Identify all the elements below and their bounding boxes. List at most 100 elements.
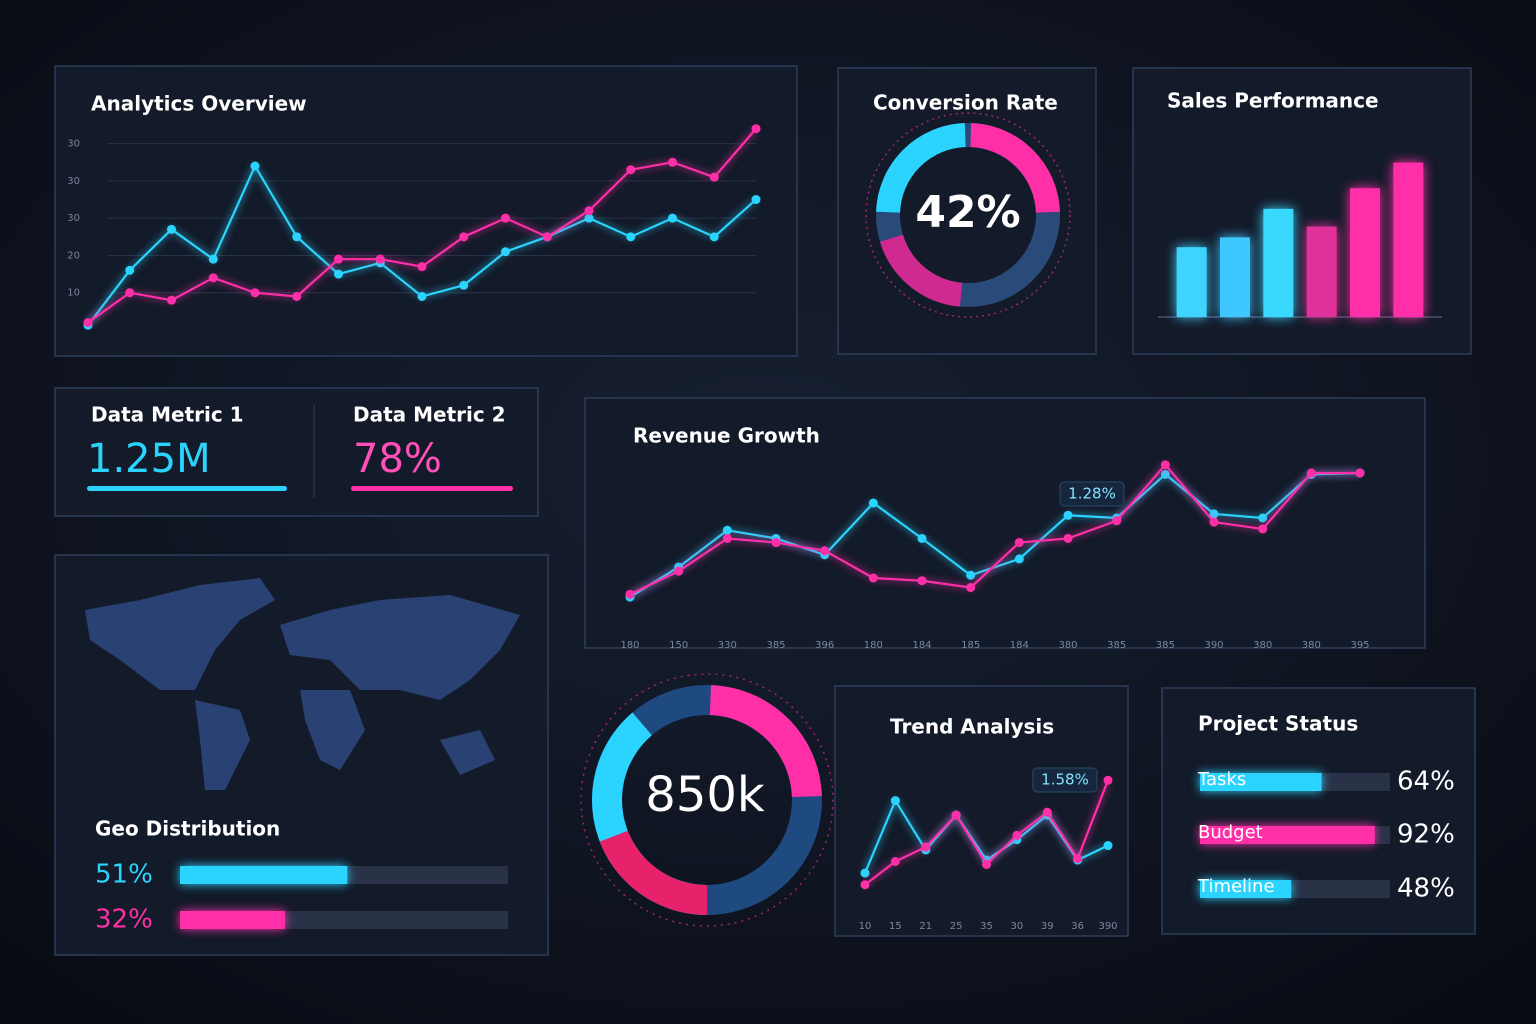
- x-tick-label: 396: [815, 640, 834, 651]
- y-tick-label: 30: [67, 176, 80, 187]
- metric-label: Data Metric 1: [91, 403, 244, 427]
- point: [125, 288, 135, 298]
- point: [334, 269, 343, 279]
- point: [674, 566, 684, 576]
- point: [1306, 468, 1316, 478]
- panel: [54, 65, 798, 357]
- point: [966, 583, 976, 593]
- value-label: 92%: [1397, 820, 1455, 850]
- point: [709, 232, 719, 242]
- y-tick-label: 30: [67, 213, 80, 224]
- value-label: 51%: [95, 860, 153, 890]
- x-tick-label: 25: [950, 921, 963, 932]
- bar: [180, 866, 348, 884]
- point: [709, 172, 719, 182]
- panel-title: Project Status: [1198, 712, 1358, 736]
- point: [668, 157, 677, 167]
- x-tick-label: 380: [1058, 640, 1077, 651]
- ring-track: [876, 123, 1060, 307]
- series-line: [629, 471, 1361, 599]
- bar: [1200, 826, 1375, 844]
- point: [375, 254, 385, 264]
- metric-value: 78%: [353, 436, 442, 482]
- point: [751, 124, 761, 134]
- point: [1258, 513, 1268, 523]
- category-label: Timeline: [1197, 876, 1275, 897]
- panel: [584, 397, 1426, 649]
- point: [626, 232, 636, 242]
- point: [1112, 516, 1122, 526]
- y-tick-label: 20: [67, 250, 80, 261]
- point: [1063, 510, 1073, 520]
- series-line: [629, 463, 1360, 596]
- x-tick-label: 385: [1156, 640, 1175, 651]
- x-tick-label: 30: [1011, 921, 1024, 932]
- point: [1355, 468, 1365, 478]
- point: [1014, 554, 1024, 564]
- panel-title: Trend Analysis: [890, 715, 1054, 739]
- panel-title: Revenue Growth: [633, 424, 820, 448]
- point: [1160, 460, 1170, 470]
- point: [292, 291, 302, 301]
- point: [820, 546, 830, 556]
- x-tick-label: 180: [864, 640, 883, 651]
- bar: [180, 911, 285, 929]
- continent: [440, 730, 495, 775]
- x-tick-label: 10: [859, 921, 872, 932]
- ring-dots: [580, 673, 834, 927]
- point: [584, 213, 594, 223]
- point: [917, 533, 927, 543]
- ring-segment: [592, 685, 822, 916]
- point: [83, 318, 93, 328]
- x-tick-label: 395: [1350, 640, 1369, 651]
- point: [966, 570, 976, 580]
- x-tick-label: 390: [1204, 640, 1223, 651]
- point: [1042, 807, 1052, 817]
- annotation-box: [1059, 481, 1125, 507]
- point: [542, 232, 552, 242]
- x-tick-label: 385: [766, 640, 785, 651]
- continent: [300, 690, 365, 770]
- point: [1103, 775, 1113, 785]
- point: [584, 206, 594, 216]
- x-tick-label: 184: [912, 640, 931, 651]
- point: [125, 265, 135, 275]
- point: [459, 232, 469, 242]
- conversion-value: 42%: [915, 187, 1020, 238]
- point: [860, 880, 870, 890]
- panel-title: Geo Distribution: [95, 817, 280, 841]
- x-tick-label: 185: [961, 640, 980, 651]
- bar: [1200, 773, 1322, 791]
- value-label: 64%: [1397, 767, 1455, 797]
- x-tick-label: 380: [1302, 640, 1321, 651]
- x-tick-label: 39: [1041, 921, 1054, 932]
- point: [1209, 509, 1219, 519]
- point: [921, 842, 931, 852]
- panel-title: Sales Performance: [1167, 89, 1379, 113]
- point: [890, 796, 900, 806]
- point: [334, 254, 343, 264]
- point: [292, 232, 302, 242]
- category-label: Budget: [1198, 822, 1263, 843]
- point: [459, 280, 469, 290]
- kpi-ring: [580, 673, 834, 927]
- bar: [1393, 162, 1424, 317]
- bar: [1220, 237, 1250, 317]
- x-tick-label: 385: [1107, 640, 1126, 651]
- point: [501, 247, 510, 257]
- point: [722, 525, 732, 535]
- point: [1209, 517, 1219, 527]
- x-tick-label: 184: [1010, 640, 1029, 651]
- point: [890, 857, 900, 866]
- continent: [280, 595, 520, 700]
- ring-segment: [875, 123, 1060, 307]
- panel-title: Conversion Rate: [873, 91, 1058, 115]
- world-map: [85, 578, 520, 790]
- metric-label: Data Metric 2: [353, 403, 506, 427]
- x-tick-label: 35: [980, 921, 993, 932]
- point: [917, 576, 927, 586]
- continent: [195, 700, 250, 790]
- metric-bar: [351, 486, 513, 491]
- point: [250, 161, 260, 171]
